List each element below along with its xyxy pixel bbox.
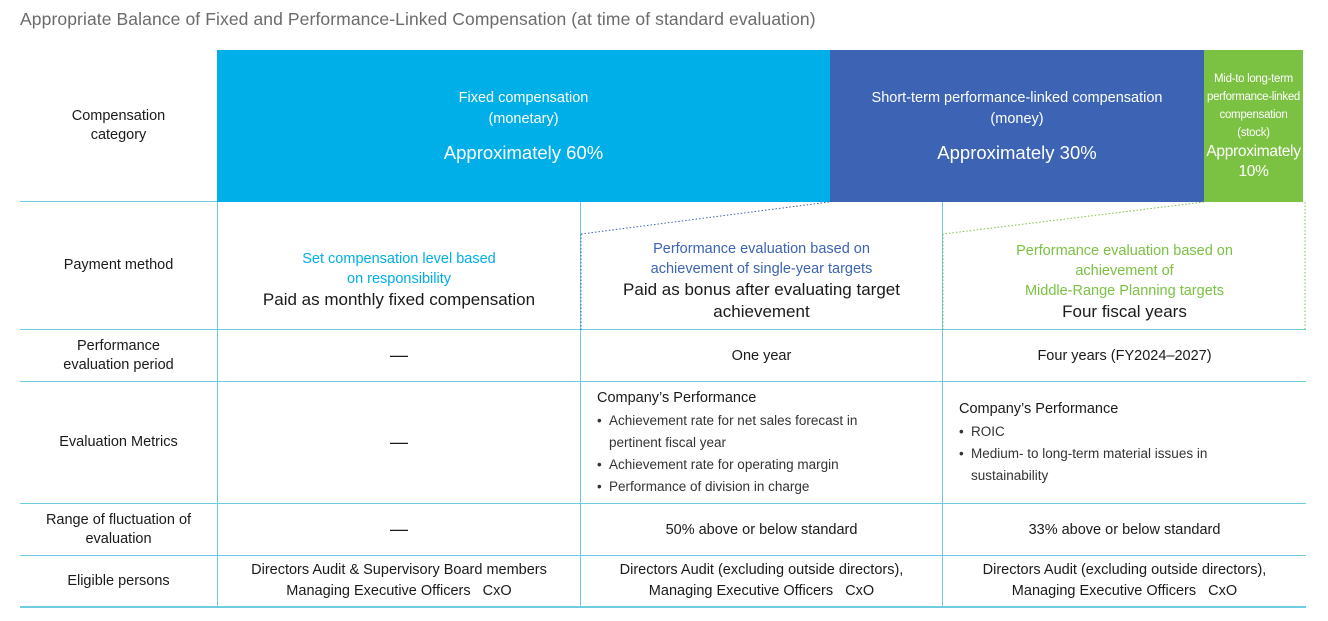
row-label-payment-method: Payment method	[20, 202, 217, 330]
list-item: ROIC	[959, 421, 1207, 443]
eligible-long-line-2: Managing Executive Officers CxO	[1011, 583, 1238, 599]
eligible-fixed-line-2: Managing Executive Officers CxO	[286, 583, 512, 599]
header-short-term-compensation: Short-term performance-linked compensati…	[830, 50, 1204, 202]
list-item: Performance of division in charge	[597, 476, 857, 498]
period-short-value: One year	[731, 347, 792, 364]
period-fixed: —	[217, 330, 580, 382]
list-item: Achievement rate for net sales forecast …	[597, 410, 857, 432]
header-long-name-3: compensation	[1219, 109, 1288, 121]
header-long-name-1: Mid-to long-term	[1214, 73, 1293, 85]
range-fixed-value: —	[390, 519, 408, 539]
payment-long-highlight-1: Performance evaluation based on	[1016, 243, 1233, 259]
header-fixed-compensation: Fixed compensation (monetary) Approximat…	[217, 50, 830, 202]
header-long-percent-2: 10%	[1238, 163, 1269, 180]
metrics-fixed-value: —	[390, 432, 408, 452]
range-short-value: 50% above or below standard	[665, 521, 858, 538]
metrics-short-heading: Company’s Performance	[597, 389, 757, 406]
metrics-short: Company’s Performance Achievement rate f…	[580, 382, 942, 504]
period-long-value: Four years (FY2024–2027)	[1037, 347, 1212, 364]
eligible-long: Directors Audit (excluding outside direc…	[942, 556, 1306, 608]
payment-fixed-main-1: Paid as monthly fixed compensation	[262, 290, 536, 309]
list-item: Achievement rate for operating margin	[597, 454, 857, 476]
eligible-long-line-1: Directors Audit (excluding outside direc…	[982, 562, 1267, 578]
period-long: Four years (FY2024–2027)	[942, 330, 1306, 382]
header-long-name-4: (stock)	[1237, 127, 1270, 139]
header-long-percent-1: Approximately	[1206, 143, 1301, 160]
list-item: Medium- to long-term material issues in	[959, 443, 1207, 465]
row-label-range-of-fluctuation: Range of fluctuation of evaluation	[20, 504, 217, 556]
header-category-bands: Fixed compensation (monetary) Approximat…	[217, 50, 1306, 202]
compensation-table: Compensation category Fixed compensation…	[20, 50, 1306, 608]
row-label-evaluation-period: Performance evaluation period	[20, 330, 217, 382]
row-label-eligible-persons: Eligible persons	[20, 556, 217, 608]
list-item-continuation: pertinent fiscal year	[609, 434, 727, 450]
row-label-evaluation-metrics: Evaluation Metrics	[20, 382, 217, 504]
payment-fixed-highlight-2: on responsibility	[347, 271, 451, 287]
payment-short: Performance evaluation based on achievem…	[580, 202, 942, 330]
metrics-fixed: —	[217, 382, 580, 504]
payment-long-main-1: Four fiscal years	[1062, 302, 1187, 321]
metrics-short-list: Achievement rate for net sales forecast …	[597, 410, 857, 498]
period-short: One year	[580, 330, 942, 382]
payment-fixed: Set compensation level based on responsi…	[217, 202, 580, 330]
eligible-fixed-line-1: Directors Audit & Supervisory Board memb…	[251, 562, 547, 578]
header-fixed-name-1: Fixed compensation	[458, 90, 589, 106]
eligible-short-line-2: Managing Executive Officers CxO	[648, 583, 875, 599]
header-fixed-name-2: (monetary)	[488, 111, 559, 127]
header-long-name-2: performance-linked	[1206, 91, 1301, 103]
payment-short-main-1: Paid as bonus after evaluating target	[623, 280, 900, 299]
payment-fixed-highlight-1: Set compensation level based	[302, 251, 496, 267]
payment-short-highlight-2: achievement of single-year targets	[650, 261, 873, 277]
metrics-long-list: ROIC Medium- to long-term material issue…	[959, 421, 1207, 487]
page-title: Appropriate Balance of Fixed and Perform…	[20, 9, 816, 29]
eligible-short-line-1: Directors Audit (excluding outside direc…	[619, 562, 904, 578]
row-label-compensation-category: Compensation category	[20, 50, 217, 202]
range-long-value: 33% above or below standard	[1028, 521, 1221, 538]
range-fixed: —	[217, 504, 580, 556]
range-short: 50% above or below standard	[580, 504, 942, 556]
header-short-percent: Approximately 30%	[937, 142, 1097, 163]
payment-long-highlight-2: achievement of	[1075, 263, 1174, 279]
range-long: 33% above or below standard	[942, 504, 1306, 556]
payment-short-main-2: achievement	[713, 302, 810, 321]
header-long-term-compensation: Mid-to long-term performance-linked comp…	[1204, 50, 1303, 202]
payment-long-highlight-3: Middle-Range Planning targets	[1024, 283, 1225, 299]
list-item-continuation: sustainability	[971, 467, 1049, 483]
header-short-name-2: (money)	[990, 111, 1044, 127]
eligible-short: Directors Audit (excluding outside direc…	[580, 556, 942, 608]
period-fixed-value: —	[390, 345, 408, 365]
header-short-name-1: Short-term performance-linked compensati…	[871, 90, 1163, 106]
payment-short-highlight-1: Performance evaluation based on	[653, 241, 870, 257]
metrics-long: Company’s Performance ROIC Medium- to lo…	[942, 382, 1306, 504]
payment-long: Performance evaluation based on achievem…	[942, 202, 1306, 330]
eligible-fixed: Directors Audit & Supervisory Board memb…	[217, 556, 580, 608]
metrics-long-heading: Company’s Performance	[959, 400, 1119, 417]
header-fixed-percent: Approximately 60%	[443, 142, 604, 163]
